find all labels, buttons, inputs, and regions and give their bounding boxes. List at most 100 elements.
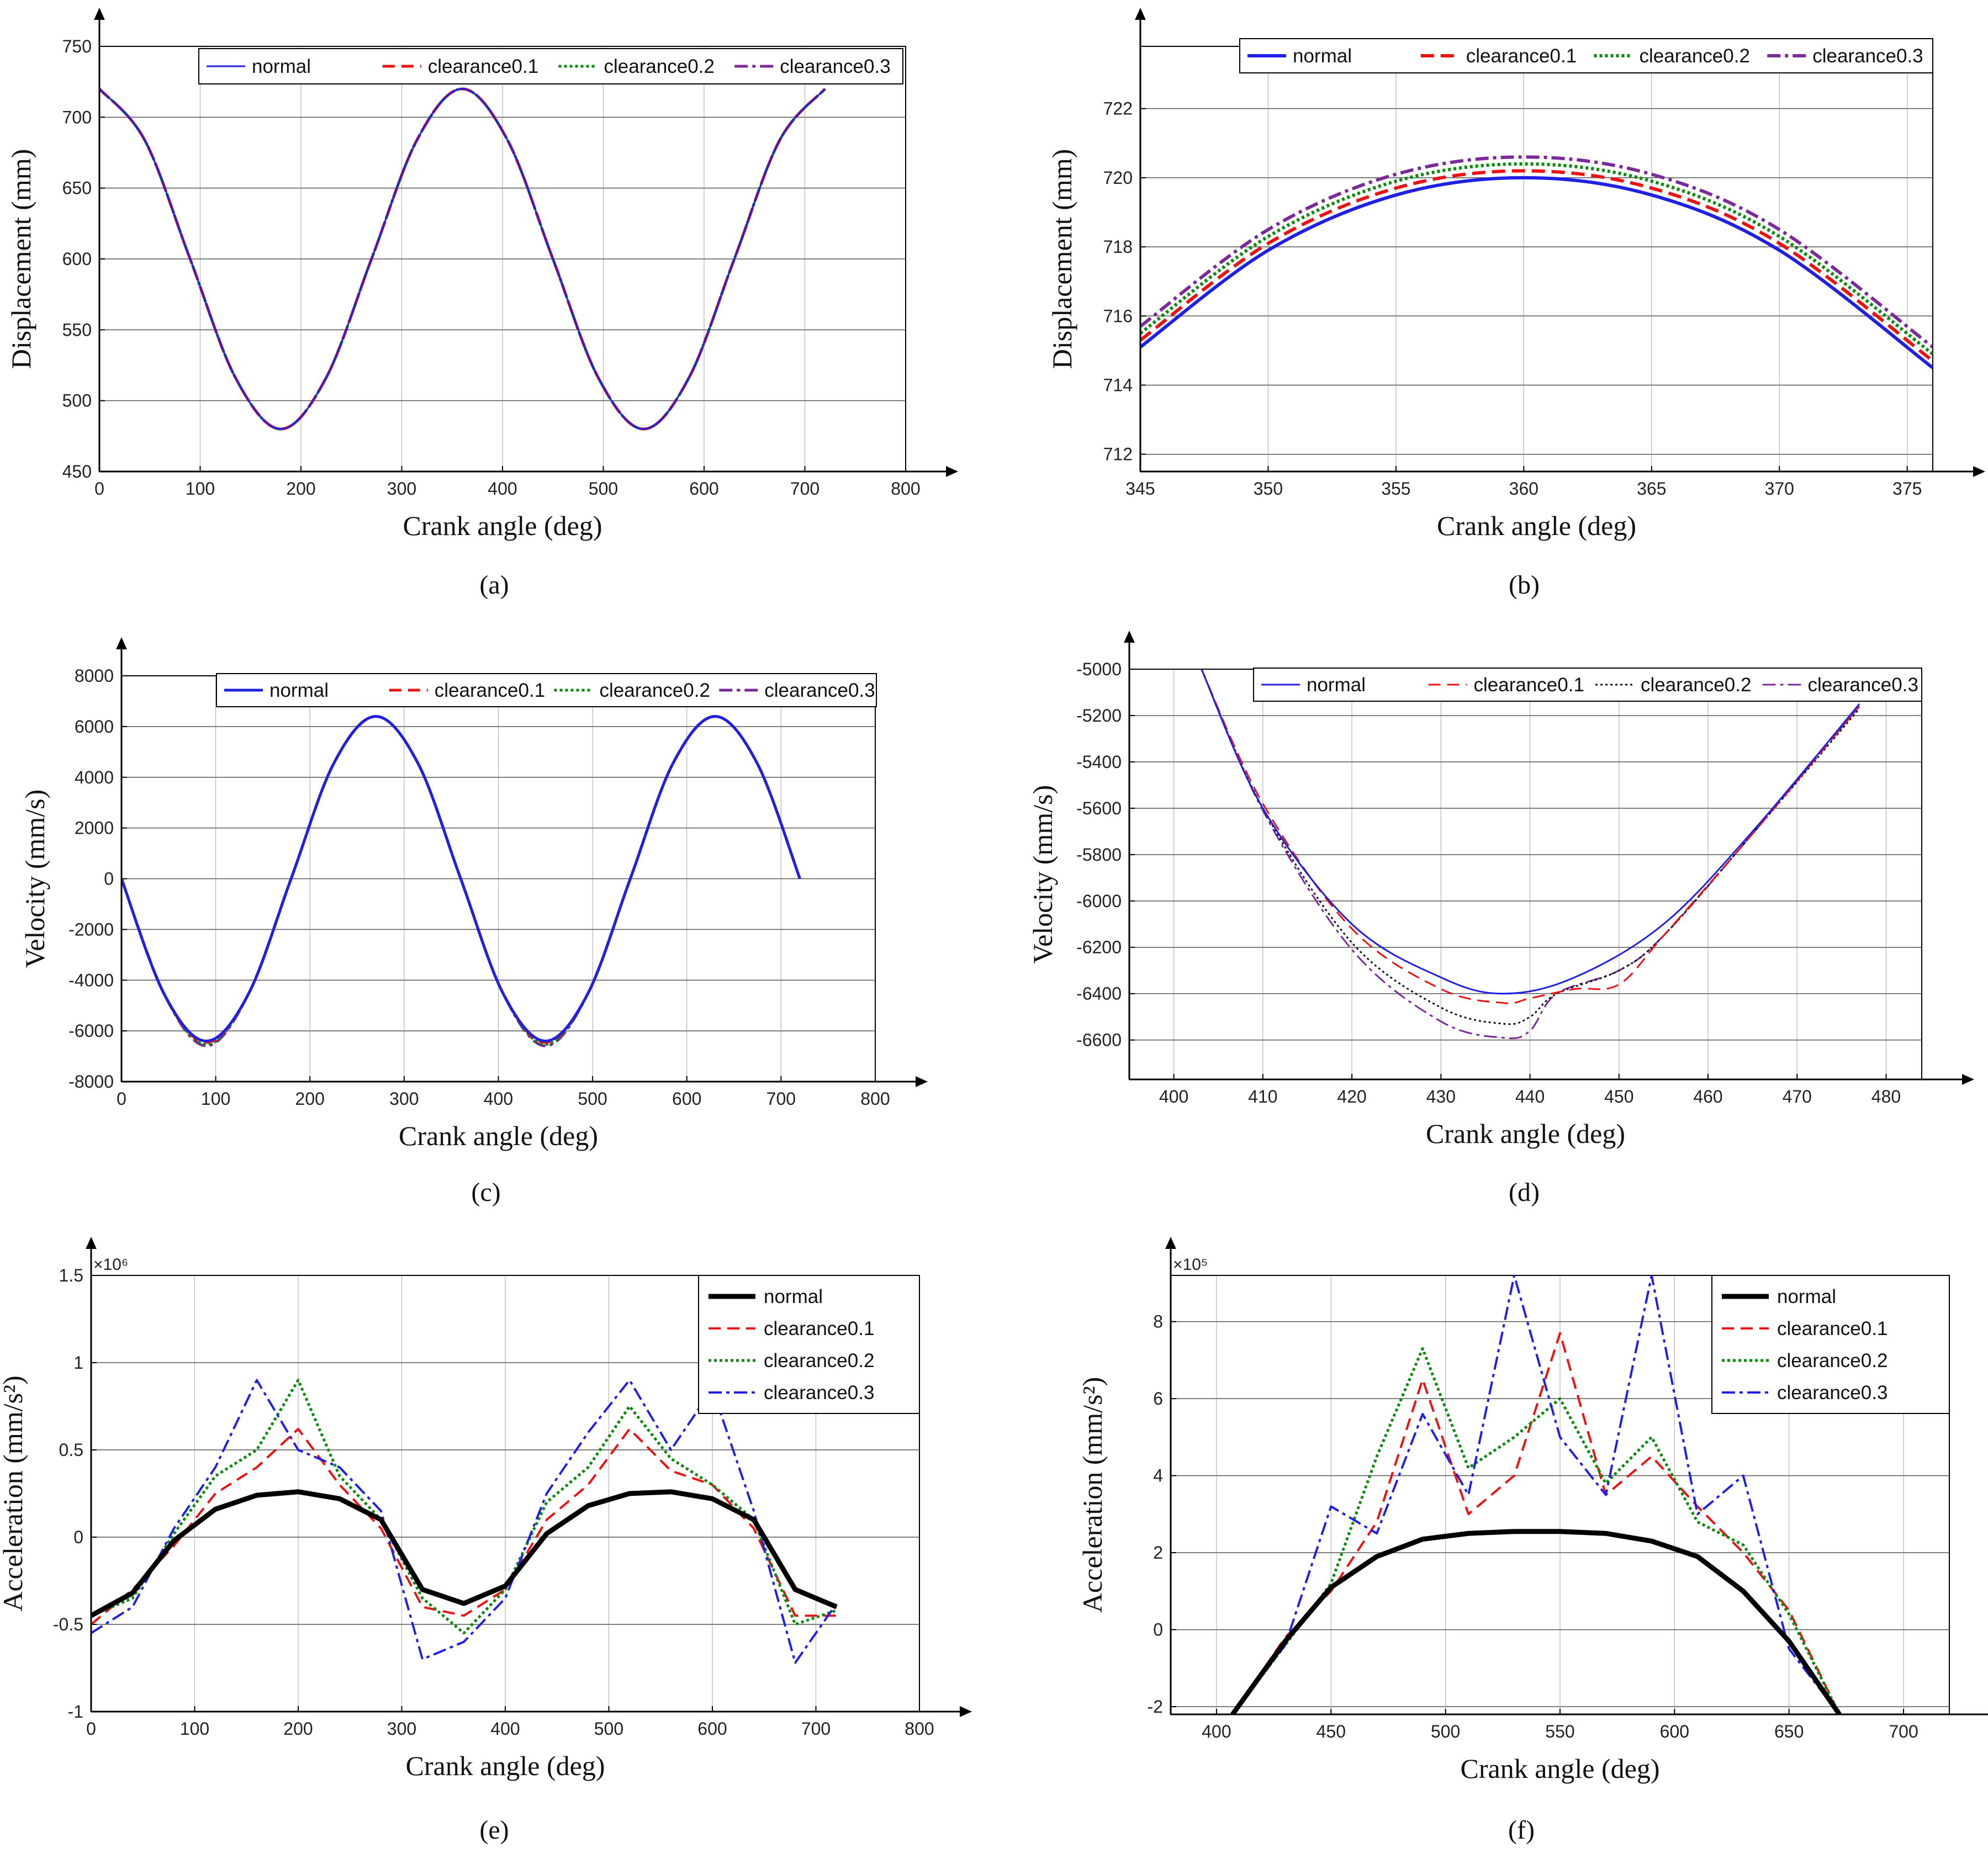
x-tick-label: 410 (1248, 1087, 1277, 1106)
legend-label-normal: normal (764, 1286, 823, 1307)
x-tick-label: 300 (389, 1089, 419, 1109)
x-tick-label: 600 (672, 1089, 701, 1109)
y-axis-label: Displacement (mm) (6, 149, 36, 369)
legend: normal clearance0.1 clearance0.2 clearance0… (1239, 38, 1933, 73)
x-tick-label: 600 (689, 479, 718, 499)
x-tick-label: 400 (1202, 1722, 1231, 1741)
y-tick-label: 550 (62, 320, 92, 340)
x-axis-label: Crank angle (deg) (403, 510, 602, 541)
y-exponent: ×10⁶ (93, 1256, 128, 1274)
series-group (1140, 155, 1933, 369)
x-tick-label: 600 (697, 1719, 727, 1739)
y-tick-label: -8000 (68, 1072, 114, 1092)
series-line-normal (121, 715, 801, 1042)
y-tick-label: 8 (1153, 1312, 1163, 1332)
x-tick-label: 800 (905, 1719, 934, 1739)
y-tick-label: 0 (73, 1527, 83, 1547)
x-tick-label: 600 (1660, 1722, 1689, 1741)
y-tick-label: 0.5 (59, 1440, 83, 1460)
legend: normal clearance0.1 clearance0.2 clearance0… (198, 48, 903, 84)
legend-label-clearance0.1: clearance0.1 (764, 1318, 874, 1339)
x-tick-label: 100 (186, 479, 215, 499)
y-tick-label: 2 (1153, 1543, 1163, 1563)
y-tick-label: 750 (62, 36, 92, 56)
x-tick-label: 470 (1783, 1087, 1812, 1106)
x-tick-label: 500 (1431, 1722, 1460, 1741)
x-tick-label: 300 (387, 479, 416, 499)
y-tick-label: 720 (1103, 168, 1133, 188)
x-tick-label: 460 (1693, 1087, 1722, 1106)
legend: normal clearance0.1 clearance0.2 clearance0… (216, 673, 877, 707)
x-axis-arrow (916, 1076, 928, 1087)
x-tick-label: 360 (1509, 479, 1538, 499)
y-tick-label: -6000 (1076, 891, 1122, 911)
x-tick-label: 700 (790, 479, 819, 499)
y-tick-label: -5800 (1076, 845, 1122, 865)
plot-area (1129, 669, 1922, 1080)
panel-caption: (f) (1508, 1815, 1535, 1845)
series-group (1201, 669, 1860, 1040)
x-tick-label: 550 (1545, 1722, 1574, 1741)
y-tick-label: 6 (1153, 1389, 1163, 1408)
x-tick-label: 450 (1604, 1087, 1633, 1106)
y-axis-label: Velocity (mm/s) (19, 790, 50, 968)
legend-label-clearance0.3: clearance0.3 (1812, 45, 1923, 67)
chart-f: 400 450 500 550 600 650 700 -2 0 2 4 6 8 ×10⁵ Crank an… (1077, 1237, 1988, 1845)
series-line-clearance0.2 (1140, 162, 1933, 356)
y-axis-arrow (94, 8, 105, 20)
y-tick-label: -6200 (1076, 938, 1122, 957)
x-tick-label: 400 (1159, 1087, 1188, 1106)
x-tick-label: 0 (117, 1089, 126, 1109)
y-exponent: ×10⁵ (1173, 1256, 1208, 1274)
legend-label-normal: normal (1777, 1286, 1836, 1307)
series-group (121, 715, 801, 1047)
legend-label-clearance0.2: clearance0.2 (600, 680, 710, 701)
legend-label-clearance0.2: clearance0.2 (604, 56, 715, 77)
y-tick-label: 500 (62, 391, 92, 411)
y-tick-label: -4000 (68, 970, 114, 990)
y-tick-label: -0.5 (53, 1614, 83, 1634)
y-tick-label: -6400 (1076, 984, 1122, 1004)
y-axis-arrow (1135, 8, 1146, 20)
legend-label-clearance0.3: clearance0.3 (1777, 1382, 1887, 1404)
panel-caption: (e) (479, 1815, 509, 1845)
y-axis-arrow (1165, 1237, 1176, 1249)
x-tick-label: 440 (1515, 1087, 1545, 1106)
series-line-clearance0.1 (91, 1428, 837, 1625)
y-tick-label: 4000 (75, 767, 114, 787)
y-axis-arrow (1124, 631, 1135, 643)
x-tick-label: 200 (295, 1089, 325, 1109)
chart-b: 345 350 355 360 365 370 375 712 714 716 718 720 722 C… (1046, 8, 1985, 600)
legend: normal clearance0.1 clearance0.2 clearance0… (1711, 1275, 1950, 1414)
series-line-clearance0.1 (1140, 169, 1933, 363)
x-tick-label: 800 (860, 1089, 890, 1109)
panel-caption: (a) (479, 570, 509, 600)
y-tick-label: 718 (1103, 237, 1133, 257)
y-axis-label: Acceleration (mm/s²) (0, 1375, 28, 1611)
x-tick-label: 480 (1871, 1087, 1901, 1106)
chart-d: 400 410 420 430 440 450 460 470 480 -6600 -6400 -62… (1027, 631, 1974, 1207)
x-tick-label: 200 (286, 479, 315, 499)
x-tick-label: 345 (1125, 479, 1155, 499)
y-tick-label: 714 (1103, 375, 1133, 395)
x-tick-label: 375 (1892, 479, 1922, 499)
y-tick-label: -6600 (1076, 1030, 1122, 1050)
legend-label-clearance0.3: clearance0.3 (764, 680, 875, 701)
y-tick-label: -5200 (1076, 706, 1122, 726)
x-tick-label: 0 (86, 1719, 96, 1739)
x-tick-label: 800 (891, 479, 920, 499)
legend: normal clearance0.1 clearance0.2 clearance0… (1253, 668, 1922, 702)
y-axis-arrow (86, 1237, 97, 1249)
y-tick-label: 650 (62, 178, 92, 198)
legend-label-clearance0.3: clearance0.3 (1808, 674, 1918, 696)
series-line-normal (99, 88, 826, 430)
legend-label-normal: normal (269, 680, 329, 701)
x-axis-arrow (946, 466, 958, 477)
legend: normal clearance0.1 clearance0.2 clearance0… (698, 1275, 920, 1414)
y-tick-label: -2000 (68, 919, 114, 939)
x-tick-label: 0 (94, 479, 104, 499)
legend-box (1253, 668, 1922, 702)
x-axis-label: Crank angle (deg) (1426, 1118, 1625, 1149)
x-tick-label: 100 (201, 1089, 230, 1109)
